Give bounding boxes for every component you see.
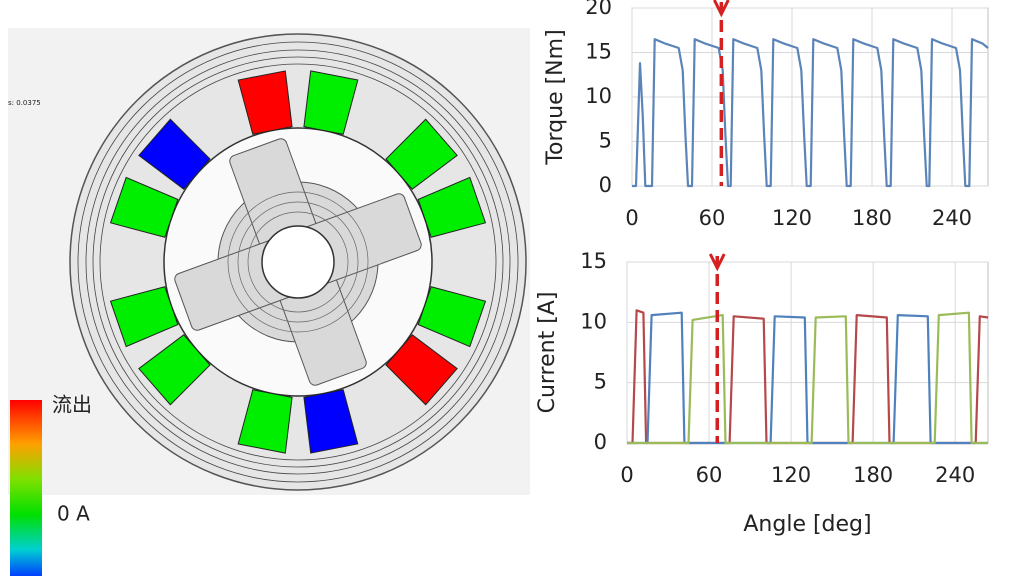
y-tick-label: 5 bbox=[599, 129, 612, 153]
motor-view: s: 0.0375 流出 0 A bbox=[8, 28, 530, 576]
x-tick-label: 60 bbox=[699, 206, 726, 230]
y-tick-label: 20 bbox=[585, 0, 612, 19]
x-tick-label: 180 bbox=[853, 463, 893, 487]
y-tick-label: 10 bbox=[585, 84, 612, 108]
rotor-lines bbox=[227, 191, 369, 333]
marker-arrow bbox=[708, 253, 726, 272]
y-tick-label: 10 bbox=[580, 309, 607, 333]
series-line bbox=[627, 311, 988, 445]
shaft bbox=[261, 225, 335, 299]
y-tick-label: 15 bbox=[580, 249, 607, 273]
x-tick-label: 180 bbox=[852, 206, 892, 230]
x-tick-label: 0 bbox=[625, 206, 638, 230]
series-line bbox=[627, 311, 988, 445]
x-axis-label: Angle [deg] bbox=[743, 512, 871, 537]
y-tick-label: 5 bbox=[594, 370, 607, 394]
x-tick-label: 120 bbox=[772, 206, 812, 230]
y-axis-label: Torque [Nm] bbox=[543, 29, 568, 165]
x-tick-label: 240 bbox=[935, 463, 975, 487]
coils bbox=[109, 70, 487, 454]
x-tick-label: 120 bbox=[771, 463, 811, 487]
time-label: s: 0.0375 bbox=[8, 99, 41, 107]
color-bar bbox=[10, 400, 42, 576]
x-tick-label: 240 bbox=[932, 206, 972, 230]
y-axis-label: Current [A] bbox=[535, 292, 560, 414]
marker-arrow bbox=[712, 0, 730, 18]
x-tick-label: 60 bbox=[696, 463, 723, 487]
series-line bbox=[632, 38, 989, 188]
x-tick-label: 0 bbox=[620, 463, 633, 487]
color-bar-mid: 0 A bbox=[57, 502, 90, 526]
y-tick-label: 15 bbox=[585, 40, 612, 64]
y-tick-label: 0 bbox=[594, 430, 607, 454]
y-tick-label: 0 bbox=[599, 173, 612, 197]
color-bar-max: 流出 bbox=[52, 393, 92, 417]
